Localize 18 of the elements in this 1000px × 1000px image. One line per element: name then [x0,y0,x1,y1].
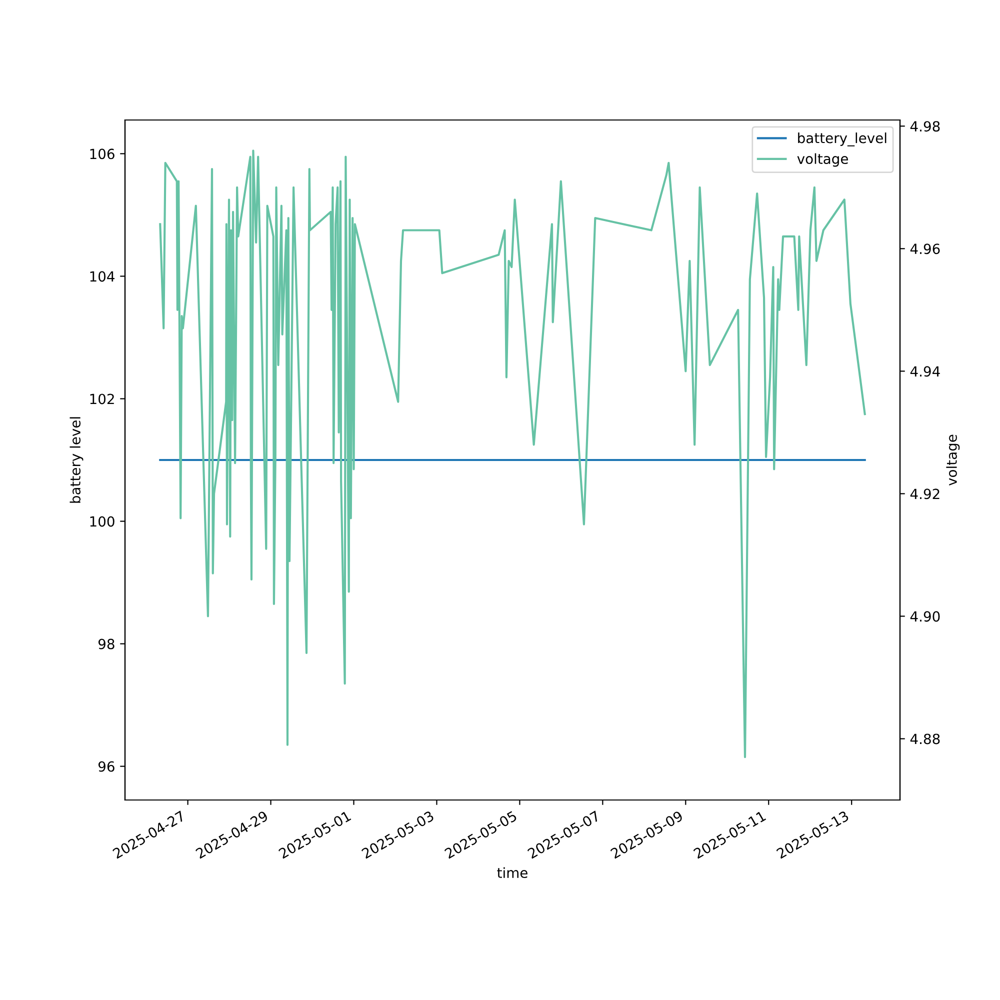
legend-label: battery_level [798,132,886,146]
y2-tick-label: 4.98 [910,121,940,132]
x-axis-title: time [497,867,528,878]
y-axis-title: battery level [70,417,84,503]
y-tick-label: 102 [90,394,114,404]
y-tick-label: 96 [98,761,114,772]
y-tick-label: 98 [98,638,114,650]
y-tick-label: 104 [90,271,114,282]
y2-tick-label: 4.92 [910,488,940,500]
legend-label: voltage [797,153,848,167]
y2-tick-label: 4.88 [910,734,940,744]
line-series [159,150,866,758]
y2-tick-label: 4.96 [910,244,940,254]
y2-tick-label: 4.90 [910,611,940,622]
y2-tick-label: 4.94 [910,366,940,377]
y-tick-label: 100 [90,516,114,527]
y-tick-label: 106 [90,148,114,160]
y2-axis-title: voltage [946,434,960,486]
